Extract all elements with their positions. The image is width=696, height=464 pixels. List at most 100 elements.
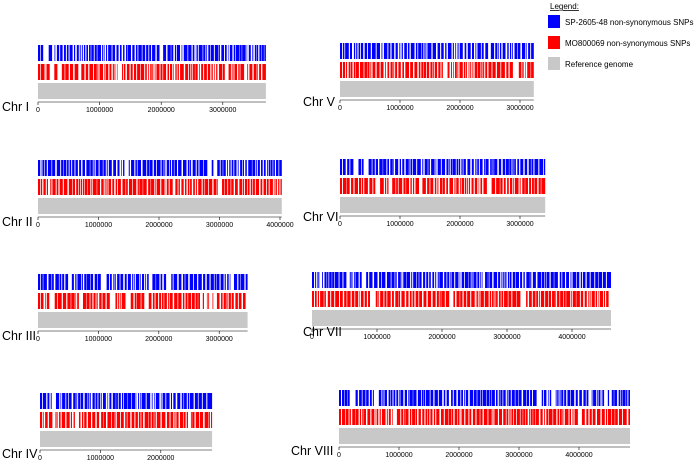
snp-gap xyxy=(400,291,402,307)
snp-gap xyxy=(424,409,426,425)
snp-gap xyxy=(464,409,466,425)
snp-gap xyxy=(360,291,361,307)
snp-gap xyxy=(570,390,571,406)
snp-gap xyxy=(433,178,435,194)
snp-gap xyxy=(224,64,229,80)
snp-gap xyxy=(188,64,189,80)
snp-gap xyxy=(476,291,478,307)
snp-gap xyxy=(92,160,94,176)
snp-gap xyxy=(342,178,343,194)
snp-gap xyxy=(377,291,379,307)
snp-gap xyxy=(105,293,107,309)
snp-gap xyxy=(476,272,478,288)
snp-gap xyxy=(230,179,232,195)
snp-gap xyxy=(92,179,93,195)
snp-gap xyxy=(235,45,236,61)
snp-gap xyxy=(397,178,399,194)
sp-snp-track xyxy=(38,274,248,290)
snp-gap xyxy=(458,272,460,288)
snp-gap xyxy=(459,409,461,425)
snp-gap xyxy=(502,178,504,194)
snp-gap xyxy=(237,179,240,195)
snp-gap xyxy=(120,293,122,309)
chromosome-label: Chr III xyxy=(2,329,36,343)
snp-gap xyxy=(565,272,567,288)
snp-gap xyxy=(342,62,343,78)
snp-gap xyxy=(352,43,354,59)
legend-label-ref: Reference genome xyxy=(565,60,634,69)
snp-gap xyxy=(74,160,76,176)
x-tick-label: 4000000 xyxy=(266,222,293,229)
snp-gap xyxy=(65,393,67,409)
snp-gap xyxy=(107,179,109,195)
snp-gap xyxy=(378,159,380,175)
snp-gap xyxy=(314,272,315,288)
snp-gap xyxy=(236,160,238,176)
x-tick-label: 2000000 xyxy=(445,452,472,459)
snp-gap xyxy=(520,178,523,194)
snp-gap xyxy=(404,159,406,175)
snp-gap xyxy=(434,159,436,175)
snp-gap xyxy=(186,393,188,409)
chromosome-label: Chr II xyxy=(2,215,33,229)
snp-gap xyxy=(574,390,576,406)
snp-gap xyxy=(402,43,405,59)
snp-gap xyxy=(40,274,41,290)
snp-gap xyxy=(206,64,208,80)
snp-gap xyxy=(527,291,530,307)
snp-gap xyxy=(473,178,475,194)
snp-gap xyxy=(51,393,56,409)
snp-gap xyxy=(461,409,462,425)
sp-snp-track xyxy=(339,390,630,406)
snp-gap xyxy=(460,159,462,175)
snp-gap xyxy=(330,291,332,307)
snp-gap xyxy=(426,291,428,307)
snp-gap xyxy=(244,179,245,195)
chromosome-label: Chr VI xyxy=(303,210,338,224)
snp-gap xyxy=(55,179,57,195)
x-tick-label: 2000000 xyxy=(446,105,473,112)
snp-gap xyxy=(209,293,213,309)
snp-gap xyxy=(87,393,89,409)
snp-gap xyxy=(454,272,456,288)
snp-gap xyxy=(109,293,116,309)
snp-gap xyxy=(194,412,196,428)
snp-gap xyxy=(577,390,580,406)
snp-gap xyxy=(177,179,179,195)
snp-gap xyxy=(599,291,600,307)
chromosome-label: Chr VIII xyxy=(291,444,333,458)
x-tick-label: 1000000 xyxy=(363,334,390,341)
snp-gap xyxy=(232,45,234,61)
snp-gap xyxy=(159,64,161,80)
snp-gap xyxy=(589,272,591,288)
snp-gap xyxy=(406,43,408,59)
snp-gap xyxy=(125,293,131,309)
snp-gap xyxy=(189,179,191,195)
snp-gap xyxy=(90,179,92,195)
snp-gap xyxy=(140,64,141,80)
snp-gap xyxy=(400,62,403,78)
snp-gap xyxy=(163,293,165,309)
snp-gap xyxy=(190,64,192,80)
snp-gap xyxy=(237,293,239,309)
snp-gap xyxy=(410,272,412,288)
snp-gap xyxy=(198,160,200,176)
snp-gap xyxy=(111,393,113,409)
snp-gap xyxy=(177,293,179,309)
snp-gap xyxy=(465,390,466,406)
snp-gap xyxy=(268,160,269,176)
snp-gap xyxy=(390,43,392,59)
snp-gap xyxy=(219,274,221,290)
snp-gap xyxy=(89,293,91,309)
snp-gap xyxy=(604,390,608,406)
snp-gap xyxy=(213,274,215,290)
snp-gap xyxy=(46,293,48,309)
snp-gap xyxy=(426,62,427,78)
snp-gap xyxy=(40,160,41,176)
snp-gap xyxy=(196,45,198,61)
snp-gap xyxy=(376,409,377,425)
snp-gap xyxy=(119,160,122,176)
snp-gap xyxy=(622,409,623,425)
snp-gap xyxy=(105,179,107,195)
